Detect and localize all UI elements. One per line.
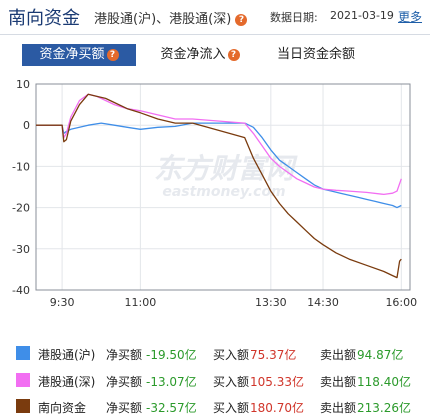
tab-balance[interactable]: 当日资金余额 xyxy=(266,44,366,66)
x-tick-label: 13:30 xyxy=(255,296,287,309)
y-tick-label: -30 xyxy=(12,243,30,256)
subtitle-text: 港股通(沪)、港股通(深) xyxy=(94,12,232,27)
buy-label: 买入额 xyxy=(213,375,250,389)
legend-row-hk-sz: 港股通(深) 净买额 -13.07亿 买入额 105.33亿 卖出额 118.4… xyxy=(0,369,430,391)
buy-value: 180.70亿 xyxy=(250,401,304,415)
tab-label: 当日资金余额 xyxy=(276,47,355,62)
plot-frame xyxy=(35,83,411,291)
net-buy-value: -19.50亿 xyxy=(146,348,197,362)
x-tick-label: 14:30 xyxy=(307,296,339,309)
date-label: 数据日期: xyxy=(270,11,318,24)
buy-value: 75.37亿 xyxy=(250,348,297,362)
page-subtitle: 港股通(沪)、港股通(深) ? xyxy=(94,8,248,27)
date-value: 2021-03-19 xyxy=(330,9,394,22)
tab-net-buy[interactable]: 资金净买额? xyxy=(22,44,136,66)
question-icon[interactable]: ? xyxy=(227,49,240,61)
legend-swatch xyxy=(16,346,30,360)
y-tick-label: 10 xyxy=(16,78,30,91)
series-line-hk-sz xyxy=(36,93,402,196)
sell-label: 卖出额 xyxy=(320,375,357,389)
line-chart: 东方财富网 eastmoney.com 100-10-20-30-409:30 1… xyxy=(12,78,417,309)
eastmoney-watermark: 东方财富网 eastmoney.com xyxy=(154,152,298,200)
tab-bar: 资金净买额? 资金净流入? 当日资金余额 xyxy=(0,44,430,68)
sell-label: 卖出额 xyxy=(320,401,357,415)
buy-label: 买入额 xyxy=(213,401,250,415)
watermark-subtext: eastmoney.com xyxy=(162,184,285,200)
page-title: 南向资金 xyxy=(8,8,80,29)
chart-series xyxy=(36,93,402,279)
x-tick-label: 9:30 xyxy=(50,296,75,309)
more-link[interactable]: 更多 xyxy=(398,10,423,24)
legend-name: 港股通(深) xyxy=(38,375,96,389)
legend-row-southbound: 南向资金 净买额 -32.57亿 买入额 180.70亿 卖出额 213.26亿 xyxy=(0,395,430,417)
header-bar: 南向资金 港股通(沪)、港股通(深) ? 数据日期: 2021-03-19 更多 xyxy=(0,0,430,35)
sell-value: 213.26亿 xyxy=(357,401,411,415)
y-tick-label: -20 xyxy=(12,202,30,215)
watermark-text: 东方财富网 xyxy=(154,152,298,185)
net-buy-label: 净买额 xyxy=(106,401,143,415)
series-line-hk-sh xyxy=(36,122,402,209)
question-icon[interactable]: ? xyxy=(106,49,119,61)
legend-name: 港股通(沪) xyxy=(38,348,96,362)
tab-net-inflow[interactable]: 资金净流入? xyxy=(150,44,250,66)
legend-swatch xyxy=(16,399,30,413)
x-tick-label: 16:00 xyxy=(385,296,417,309)
net-buy-label: 净买额 xyxy=(106,375,143,389)
tab-label: 资金净流入 xyxy=(160,47,226,62)
question-icon[interactable]: ? xyxy=(235,14,248,26)
buy-label: 买入额 xyxy=(213,348,250,362)
legend-name: 南向资金 xyxy=(38,401,87,415)
sell-value: 94.87亿 xyxy=(357,348,404,362)
series-line-southbound xyxy=(36,93,402,279)
chart-axes: 10 0 -10 -20 -30 -40 9:30 11:00 13:30 14:30 16:00 xyxy=(12,78,417,309)
net-buy-value: -13.07亿 xyxy=(146,375,197,389)
legend-row-hk-sh: 港股通(沪) 净买额 -19.50亿 买入额 75.37亿 卖出额 94.87亿 xyxy=(0,342,430,364)
sell-value: 118.40亿 xyxy=(357,375,411,389)
legend-swatch xyxy=(16,373,30,387)
x-tick-label: 11:00 xyxy=(125,296,157,309)
net-buy-value: -32.57亿 xyxy=(146,401,197,415)
buy-value: 105.33亿 xyxy=(250,375,304,389)
y-tick-label: -40 xyxy=(12,284,30,297)
y-tick-label: -10 xyxy=(12,160,30,173)
tab-label: 资金净买额 xyxy=(39,47,105,62)
net-buy-label: 净买额 xyxy=(106,348,143,362)
sell-label: 卖出额 xyxy=(320,348,357,362)
y-tick-label: 0 xyxy=(23,119,30,132)
